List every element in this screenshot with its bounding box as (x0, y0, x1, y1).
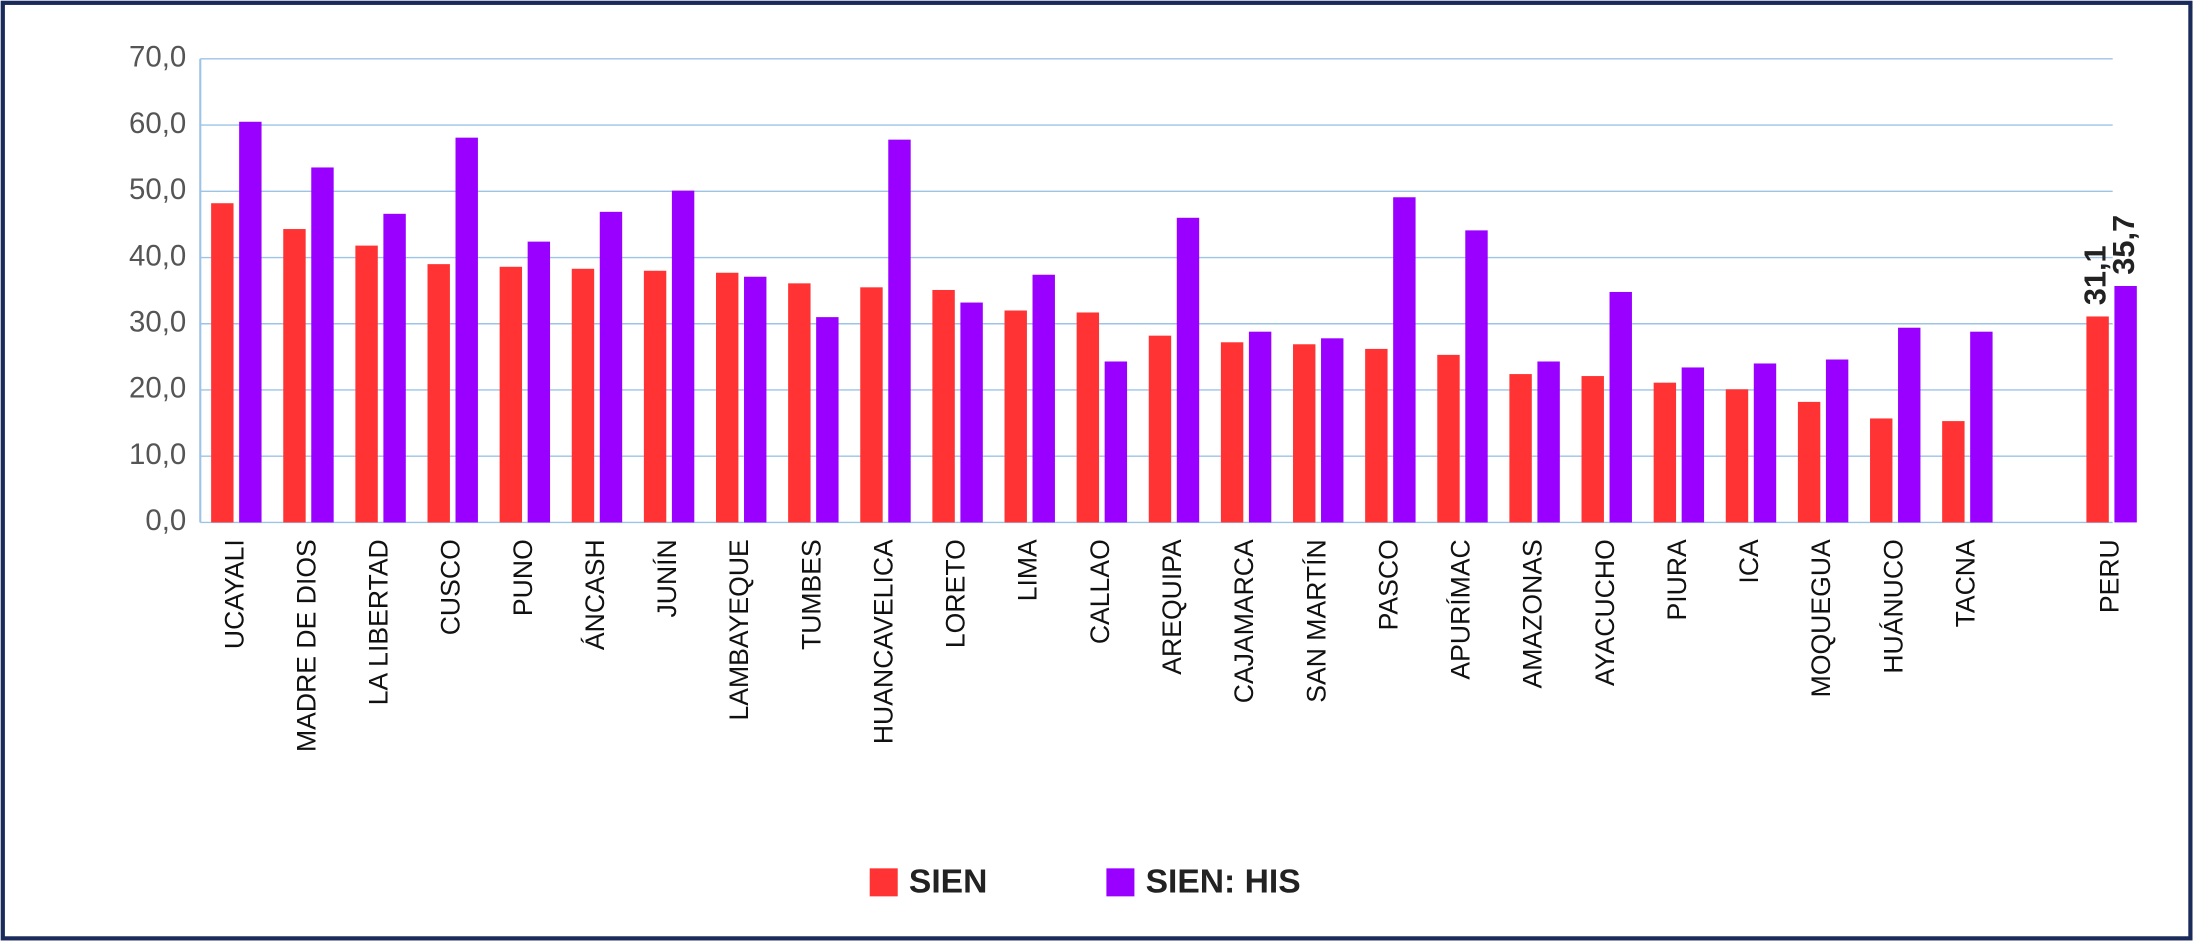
x-tick-label: PASCO (1373, 539, 1403, 630)
bar (1148, 335, 1172, 523)
bar (211, 203, 234, 523)
x-tick-label: AREQUIPA (1157, 539, 1187, 675)
x-tick-label: AYACUCHO (1590, 539, 1620, 686)
bar (1898, 327, 1921, 523)
x-tick-label: ÁNCASH (580, 539, 610, 650)
x-tick-label: PUNO (508, 539, 538, 616)
x-tick-label: LORETO (941, 539, 971, 648)
bar (1321, 338, 1344, 523)
bar (1437, 354, 1460, 523)
x-tick-label: PERU (2095, 539, 2125, 613)
x-tick-label: HUÁNUCO (1878, 539, 1908, 673)
x-tick-label: PIURA (1662, 539, 1692, 621)
bar (860, 287, 883, 523)
y-tick-label: 40,0 (129, 239, 186, 272)
bar (383, 213, 406, 523)
bar (311, 167, 334, 523)
bar (1681, 367, 1705, 523)
bar (1220, 342, 1244, 523)
x-tick-label: LA LIBERTAD (364, 539, 394, 705)
bar (499, 266, 523, 523)
bar (888, 139, 911, 523)
bar (816, 317, 839, 523)
bar (1032, 274, 1055, 523)
y-tick-label: 70,0 (129, 41, 186, 74)
bar (1076, 312, 1100, 523)
value-label: 31,1 (2078, 245, 2113, 305)
bar (1248, 331, 1272, 523)
bar (1870, 418, 1893, 523)
y-tick-label: 30,0 (129, 306, 186, 339)
bar (1581, 376, 1604, 523)
y-tick-label: 10,0 (129, 438, 186, 471)
x-tick-label: LAMBAYEQUE (724, 539, 754, 720)
x-tick-label: TACNA (1950, 539, 1980, 627)
x-tick-label: UCAYALI (219, 539, 249, 649)
bar (1365, 348, 1388, 523)
bar (2086, 316, 2109, 523)
bar (427, 264, 450, 523)
bar (571, 268, 595, 523)
bar (1176, 217, 1200, 523)
bar (1725, 389, 1749, 523)
bar (283, 229, 306, 523)
bar (1797, 401, 1821, 523)
bar (716, 272, 739, 523)
x-tick-label: CALLAO (1085, 539, 1115, 644)
y-tick-label: 0,0 (145, 504, 186, 537)
x-tick-label: CAJAMARCA (1229, 539, 1259, 703)
x-tick-label: MOQUEGUA (1806, 539, 1836, 697)
bar (1465, 230, 1488, 523)
legend-label: SIEN: HIS (1146, 864, 1301, 901)
x-tick-label: LIMA (1013, 539, 1043, 601)
x-tick-label: SAN MARTÍN (1301, 539, 1331, 703)
bar (239, 121, 262, 523)
bar (1293, 344, 1316, 523)
legend-label: SIEN (909, 864, 987, 901)
bar (744, 276, 767, 523)
value-label: 35,7 (2106, 215, 2141, 275)
bar (671, 190, 695, 523)
bar (527, 241, 551, 523)
bar (455, 137, 478, 523)
bar (1609, 291, 1632, 523)
bar (788, 283, 811, 523)
bar (599, 211, 623, 523)
y-tick-label: 50,0 (129, 173, 186, 206)
x-tick-label: AMAZONAS (1518, 539, 1548, 688)
bar (1753, 363, 1777, 523)
bar (1537, 361, 1560, 523)
bar (1104, 361, 1128, 523)
legend-swatch (869, 868, 898, 897)
bar (1942, 421, 1965, 523)
bar (643, 270, 667, 523)
x-tick-label: HUANCAVELICA (869, 539, 899, 744)
bar (960, 302, 983, 523)
bar (1509, 374, 1532, 523)
bar (355, 245, 378, 523)
x-tick-label: MADRE DE DIOS (291, 539, 321, 752)
bar (1825, 359, 1849, 523)
y-tick-label: 20,0 (129, 372, 186, 405)
x-tick-label: APURÍMAC (1446, 539, 1476, 679)
bar (1970, 331, 1993, 523)
bar (932, 289, 955, 523)
bar (1653, 382, 1677, 523)
bar (1004, 310, 1027, 523)
y-tick-label: 60,0 (129, 107, 186, 140)
x-tick-label: CUSCO (436, 539, 466, 635)
bar (1393, 197, 1416, 523)
x-tick-label: JUNÍN (652, 539, 682, 617)
legend-swatch (1106, 868, 1135, 897)
x-tick-label: ICA (1734, 539, 1764, 584)
bar (2114, 285, 2137, 523)
x-tick-label: TUMBES (796, 539, 826, 650)
